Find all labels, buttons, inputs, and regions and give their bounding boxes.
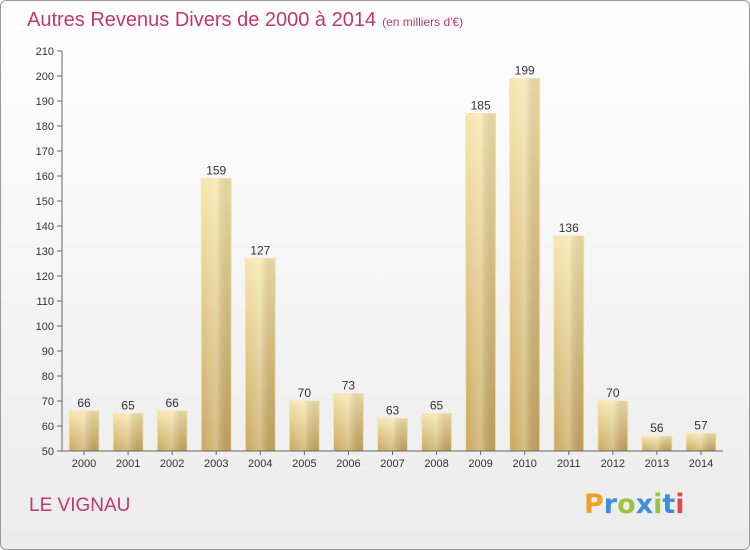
- chart-title: Autres Revenus Divers de 2000 à 2014 (en …: [27, 9, 463, 32]
- logo-letter: P: [584, 489, 604, 520]
- bar-shine: [377, 418, 408, 451]
- bar-value-label: 65: [121, 399, 135, 413]
- y-tick-label: 80: [42, 371, 54, 383]
- bar-value-label: 185: [471, 99, 491, 113]
- y-tick-label: 70: [42, 396, 54, 408]
- x-tick-label: 2000: [72, 458, 96, 470]
- x-tick-label: 2014: [689, 458, 713, 470]
- y-tick-label: 60: [42, 421, 54, 433]
- logo-letter: i: [675, 489, 685, 520]
- y-tick-label: 140: [36, 221, 54, 233]
- bar-value-label: 73: [342, 379, 356, 393]
- chart-title-text: Autres Revenus Divers de 2000 à 2014: [27, 9, 377, 31]
- bar-value-label: 57: [694, 419, 708, 433]
- x-tick-label: 2010: [512, 458, 536, 470]
- proxiti-logo: Proxiti: [584, 489, 685, 520]
- bar-shine: [685, 433, 716, 451]
- y-tick-label: 180: [36, 121, 54, 133]
- bar-shine: [597, 401, 628, 451]
- bars-group: 66 65 66 159 127 70 73 63 65 185 199 136 70 56 57: [68, 64, 717, 452]
- bar-value-label: 159: [206, 164, 226, 178]
- bar-value-label: 66: [165, 396, 179, 410]
- bar-shine: [553, 236, 584, 451]
- bar-shine: [421, 413, 452, 451]
- y-tick-label: 210: [36, 46, 54, 58]
- bar-shine: [157, 411, 188, 451]
- x-axis: 2000 2001 2002 2003 2004 2005 2006 2007 2008 2009…: [62, 450, 723, 470]
- x-tick-label: 2008: [424, 458, 448, 470]
- bar-value-label: 70: [606, 386, 620, 400]
- bar-shine: [333, 393, 364, 451]
- bar-value-label: 56: [650, 421, 664, 435]
- bar-shine: [509, 78, 540, 451]
- y-tick-label: 160: [36, 171, 54, 183]
- bar-value-label: 136: [559, 221, 579, 235]
- x-tick-label: 2009: [468, 458, 492, 470]
- x-tick-label: 2007: [380, 458, 404, 470]
- y-tick-label: 110: [36, 296, 54, 308]
- x-tick-label: 2004: [248, 458, 272, 470]
- bar-value-label: 127: [250, 244, 270, 258]
- x-tick-label: 2012: [601, 458, 625, 470]
- bar-shine: [289, 401, 320, 451]
- x-tick-label: 2001: [116, 458, 140, 470]
- bar-shine: [641, 436, 672, 451]
- y-tick-label: 150: [36, 196, 54, 208]
- bar-value-label: 199: [515, 64, 535, 78]
- bar-shine: [113, 413, 144, 451]
- y-tick-label: 100: [36, 321, 54, 333]
- y-tick-label: 170: [36, 146, 54, 158]
- logo-letter: t: [662, 489, 676, 520]
- logo-letter: x: [635, 489, 654, 520]
- bar-value-label: 63: [386, 404, 400, 418]
- x-tick-label: 2006: [336, 458, 360, 470]
- y-tick-label: 190: [36, 96, 54, 108]
- bar-value-label: 65: [430, 399, 444, 413]
- bar-value-label: 70: [298, 386, 312, 400]
- bar-shine: [465, 113, 496, 451]
- x-tick-label: 2002: [160, 458, 184, 470]
- logo-letter: r: [603, 489, 618, 520]
- bar-value-label: 66: [77, 396, 91, 410]
- y-tick-label: 120: [36, 271, 54, 283]
- logo-letter: i: [653, 489, 663, 520]
- bar-shine: [245, 258, 276, 451]
- x-tick-label: 2003: [204, 458, 228, 470]
- y-axis: 50 60 70 80 90 100 110 120 130 140 150 160 170 180 190…: [36, 46, 63, 458]
- x-tick-label: 2011: [557, 458, 581, 470]
- x-tick-label: 2005: [292, 458, 316, 470]
- y-tick-label: 200: [36, 71, 54, 83]
- x-tick-label: 2013: [645, 458, 669, 470]
- y-tick-label: 130: [36, 246, 54, 258]
- y-tick-label: 50: [42, 446, 54, 458]
- bar-shine: [201, 178, 232, 451]
- logo-letter: o: [617, 489, 636, 520]
- bar-shine: [69, 411, 100, 451]
- chart-subtitle: (en milliers d'€): [382, 15, 464, 29]
- y-tick-label: 90: [42, 346, 54, 358]
- commune-name: LE VIGNAU: [29, 495, 131, 516]
